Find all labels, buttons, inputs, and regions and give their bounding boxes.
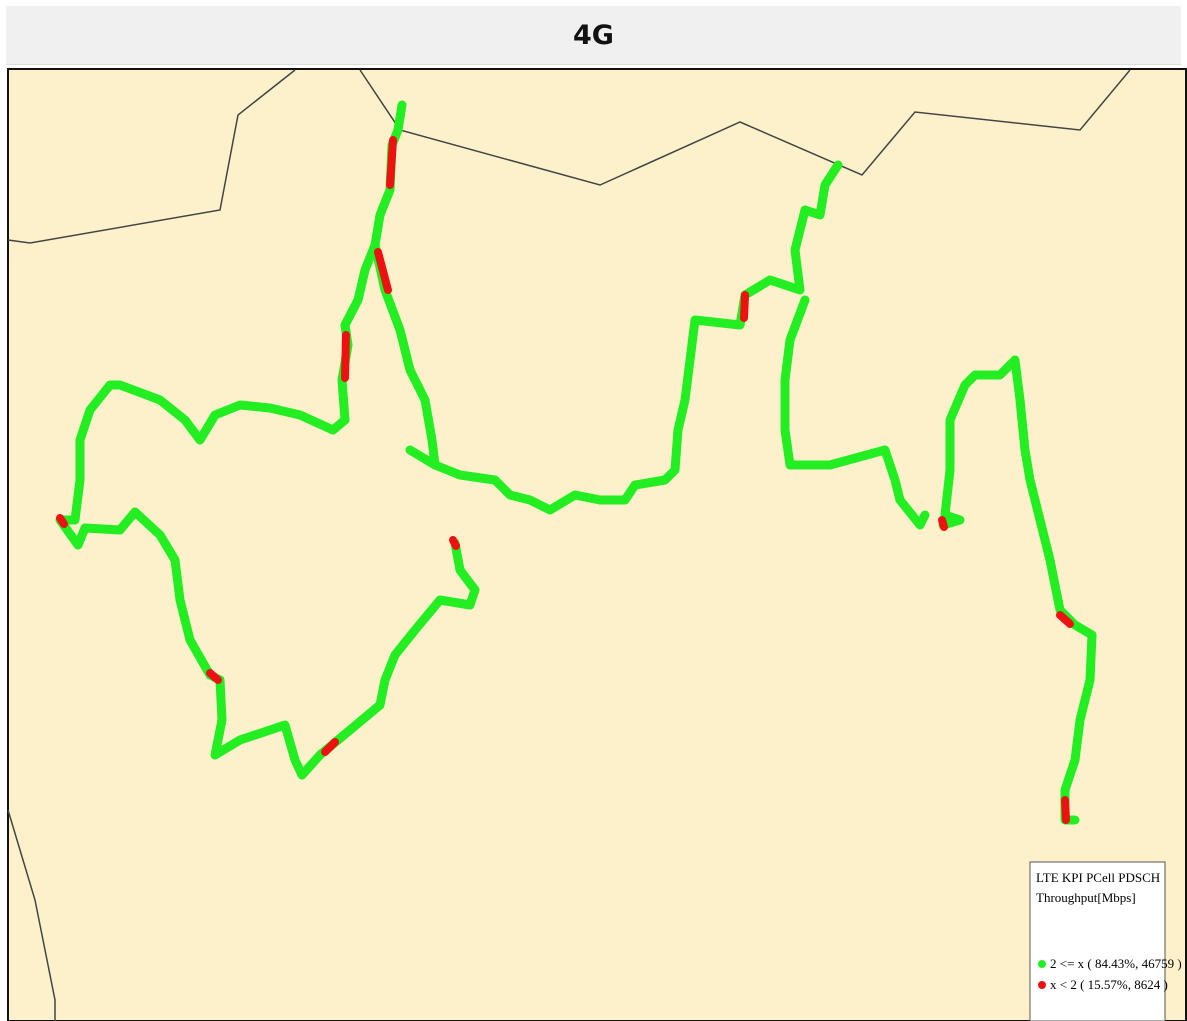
route-segment bbox=[1056, 611, 1074, 628]
legend-title: Throughput[Mbps] bbox=[1036, 890, 1136, 905]
map: LTE KPI PCell PDSCH Throughput[Mbps] 2 <… bbox=[7, 68, 1187, 1021]
route-segment bbox=[449, 536, 460, 550]
route bbox=[938, 355, 1097, 825]
boundary bbox=[7, 809, 56, 1021]
route-segment bbox=[1061, 796, 1070, 824]
route-segment bbox=[386, 136, 397, 189]
map-background bbox=[7, 68, 1187, 1021]
legend-swatch bbox=[1038, 960, 1046, 968]
route-poor bbox=[56, 136, 1074, 824]
route-segment bbox=[321, 738, 339, 756]
route-segment bbox=[740, 291, 749, 322]
route-segment bbox=[938, 516, 948, 531]
boundary bbox=[359, 69, 1131, 186]
route-segment bbox=[374, 248, 392, 294]
legend-box bbox=[1029, 861, 1166, 1021]
route-segment bbox=[206, 669, 222, 684]
route bbox=[405, 160, 843, 515]
route-segment bbox=[56, 514, 68, 528]
route-segment bbox=[341, 331, 350, 382]
header-title: 4G bbox=[6, 6, 1181, 65]
legend-label: x < 2 ( 15.57%, 8624 ) bbox=[1050, 977, 1168, 992]
legend-swatch bbox=[1038, 981, 1046, 989]
legend-label: 2 <= x ( 84.43%, 46759 ) bbox=[1050, 956, 1182, 971]
legend-title: LTE KPI PCell PDSCH bbox=[1036, 870, 1160, 885]
legend: LTE KPI PCell PDSCH Throughput[Mbps] 2 <… bbox=[1029, 861, 1182, 1021]
route bbox=[780, 295, 930, 530]
boundaries bbox=[7, 69, 1131, 1021]
boundary bbox=[7, 69, 296, 244]
